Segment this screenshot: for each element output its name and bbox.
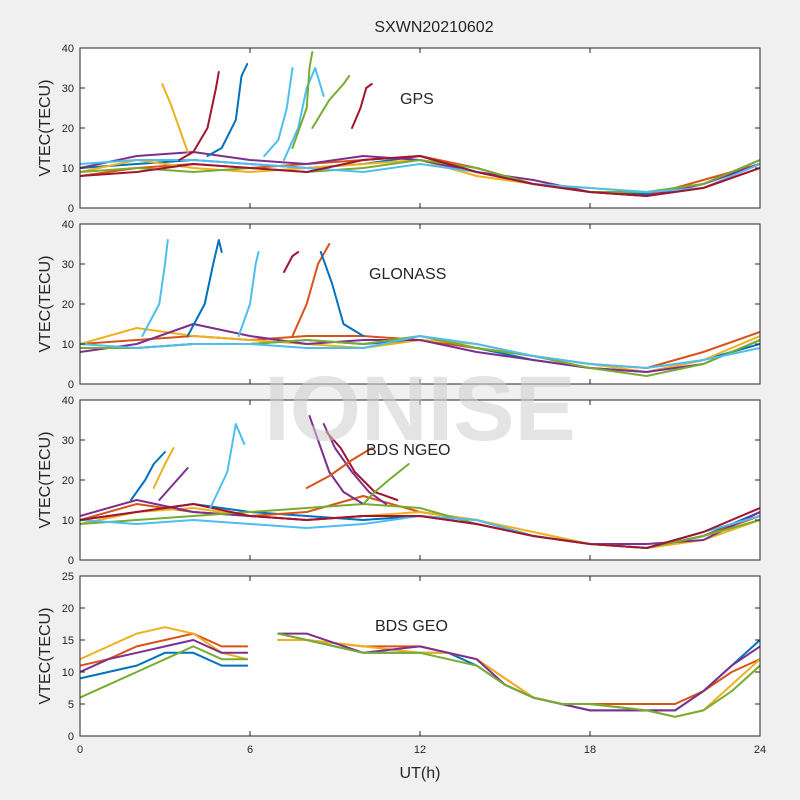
y-axis-label-bds-geo: VTEC(TECU) (37, 608, 54, 705)
series-line (351, 83, 373, 129)
y-tick-label: 30 (62, 259, 74, 271)
plot-area (80, 224, 760, 384)
series-line (319, 251, 365, 337)
panel-bds-ngeo: 0 10 20 30 40 BDS NGEO VTEC(TECU) (37, 395, 761, 567)
x-tick-label: 24 (754, 744, 766, 756)
series-line (283, 251, 300, 273)
series-line (291, 243, 331, 337)
series-group (80, 239, 760, 377)
series-line (325, 431, 399, 501)
y-tick-label: 40 (62, 395, 74, 407)
series-line (130, 451, 166, 501)
y-tick-label: 30 (62, 83, 74, 95)
panel-label-glonass: GLONASS (369, 266, 446, 283)
series-line (362, 463, 410, 505)
x-axis-label: UT(h) (400, 765, 441, 782)
series-line (186, 239, 223, 337)
x-tick-label: 18 (584, 744, 596, 756)
y-tick-label: 15 (62, 635, 74, 647)
series-line (308, 415, 365, 505)
y-tick-label: 40 (62, 219, 74, 231)
chart-title: SXWN20210602 (374, 19, 493, 36)
series-line (178, 71, 220, 161)
y-tick-label: 30 (62, 435, 74, 447)
x-tick-label: 12 (414, 744, 426, 756)
series-group (80, 51, 760, 197)
y-tick-label: 5 (68, 699, 74, 711)
series-line (80, 503, 760, 549)
x-tick-label: 0 (77, 744, 83, 756)
y-tick-label: 40 (62, 43, 74, 55)
series-line (80, 155, 760, 197)
plot-area (80, 576, 760, 736)
series-line (80, 335, 760, 369)
panel-bds-geo: 0 5 10 15 20 25 0 6 12 18 24 BDS GEO VTEC(TECU) (37, 571, 766, 756)
panel-label-gps: GPS (400, 91, 434, 108)
series-line (206, 63, 249, 157)
series-line (158, 467, 189, 501)
y-tick-label: 10 (62, 163, 74, 175)
x-tick-label: 6 (247, 744, 253, 756)
plot-area (80, 48, 760, 208)
y-axis-label-gps: VTEC(TECU) (37, 80, 54, 177)
y-tick-label: 0 (68, 731, 74, 743)
series-line (263, 67, 294, 157)
panel-glonass: 0 10 20 30 40 GLONASS VTEC(TECU) (37, 219, 761, 391)
y-axis-label-bds-ngeo: VTEC(TECU) (37, 432, 54, 529)
series-line (80, 632, 760, 718)
series-group (80, 626, 760, 718)
plot-area (80, 400, 760, 560)
y-tick-label: 0 (68, 555, 74, 567)
panel-label-bds-ngeo: BDS NGEO (366, 442, 450, 459)
y-tick-label: 20 (62, 603, 74, 615)
series-line (80, 159, 760, 193)
y-tick-label: 20 (62, 299, 74, 311)
y-tick-label: 20 (62, 475, 74, 487)
y-tick-label: 10 (62, 339, 74, 351)
series-line (141, 239, 169, 337)
series-line (322, 423, 387, 505)
watermark-text: IONISE (264, 358, 576, 460)
series-line (237, 251, 260, 337)
series-line (291, 51, 314, 149)
y-tick-label: 10 (62, 667, 74, 679)
series-line (283, 67, 325, 161)
y-axis-label-glonass: VTEC(TECU) (37, 256, 54, 353)
series-group (80, 415, 760, 549)
series-line (152, 447, 175, 489)
series-line (161, 83, 189, 153)
panel-gps: 0 10 20 30 40 GPS VTEC(TECU) (37, 43, 761, 215)
y-tick-label: 20 (62, 123, 74, 135)
y-tick-label: 0 (68, 203, 74, 215)
panel-label-bds-geo: BDS GEO (375, 618, 448, 635)
series-line (305, 447, 373, 489)
y-tick-label: 25 (62, 571, 74, 583)
series-line (209, 423, 246, 509)
y-tick-label: 0 (68, 379, 74, 391)
y-tick-label: 10 (62, 515, 74, 527)
series-line (311, 75, 351, 129)
